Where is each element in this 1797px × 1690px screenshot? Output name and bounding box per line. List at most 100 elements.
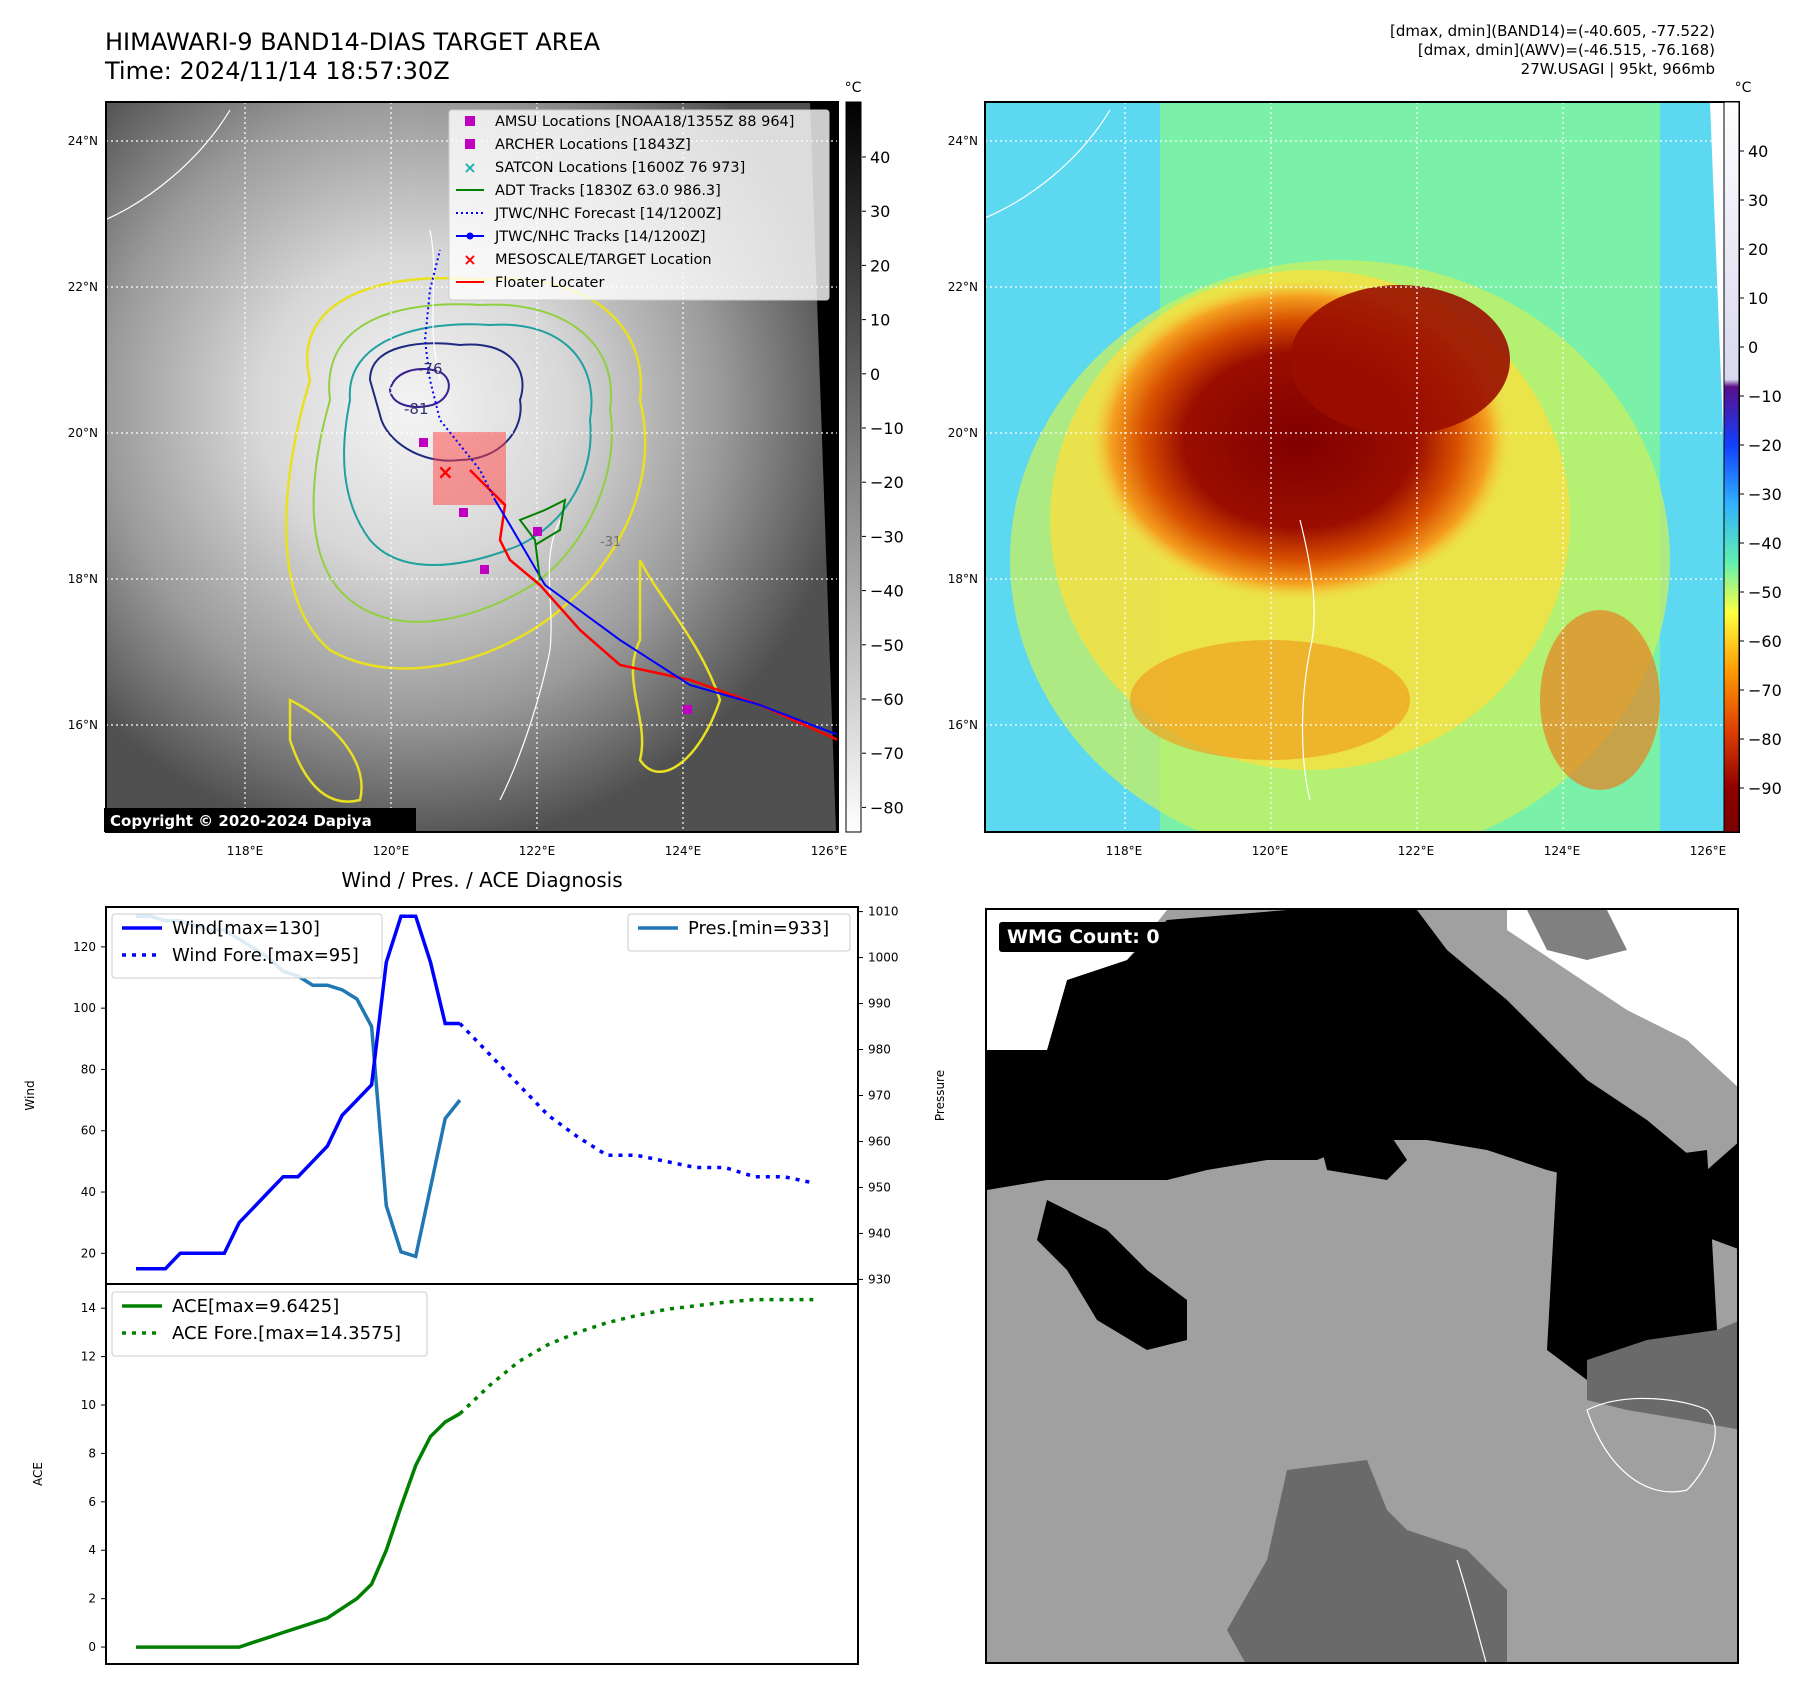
chart-legend-label: Wind[max=130]	[172, 918, 320, 939]
legend-marker-square	[465, 139, 475, 149]
colorbar-tick-label: −20	[1748, 436, 1782, 455]
lat-tick-label: 24°N	[68, 134, 98, 148]
ace-axis-label: ACE	[31, 1462, 45, 1486]
colorbar-tick-label: 20	[870, 256, 890, 275]
awv-map-gridlines	[985, 102, 1739, 832]
lon-tick-label: 120°E	[373, 844, 410, 858]
pressure-axis-label: Pressure	[933, 1070, 947, 1121]
legend-label: AMSU Locations [NOAA18/1355Z 88 964]	[495, 114, 794, 130]
lon-tick-label: 124°E	[665, 844, 702, 858]
lat-tick-label: 22°N	[948, 280, 978, 294]
colorbar-tick-label: −30	[870, 527, 904, 546]
lat-tick-label: 18°N	[948, 572, 978, 586]
colorbar-tick-label: 10	[1748, 289, 1768, 308]
legend-label: ADT Tracks [1830Z 63.0 986.3]	[495, 183, 721, 199]
colorbar-tick-label: −80	[870, 798, 904, 817]
colorbar-tick-label: 20	[1748, 240, 1768, 259]
ace-axis-tick-label: 0	[88, 1640, 96, 1654]
wind-axis-tick-label: 20	[81, 1246, 96, 1260]
legend-marker-x: ×	[463, 158, 476, 177]
chart-legend-label: ACE Fore.[max=14.3575]	[172, 1323, 401, 1344]
lat-tick-label: 20°N	[68, 426, 98, 440]
colorbar-tick-label: −10	[1748, 387, 1782, 406]
lat-tick-label: 16°N	[68, 718, 98, 732]
lon-tick-label: 120°E	[1252, 844, 1289, 858]
wind-axis-label: Wind	[23, 1080, 37, 1110]
wind-axis-tick-label: 100	[73, 1001, 96, 1015]
chart-legend-label: Pres.[min=933]	[688, 918, 829, 939]
ace-axis-tick-label: 4	[88, 1543, 96, 1557]
chart-legend-box	[111, 1291, 428, 1357]
info-line-3: 27W.USAGI | 95kt, 966mb	[1520, 60, 1715, 78]
lon-tick-label: 118°E	[1106, 844, 1143, 858]
pressure-axis-tick-label: 1000	[868, 951, 899, 965]
floater-track	[469, 469, 838, 742]
wmg-image	[987, 910, 1737, 1662]
ace-series-line	[136, 1412, 461, 1649]
awv-colorbar-ticks: 40 30 20 10 0 −10 −20 −30 −40 −50 −60 −70 −80 −90	[1740, 142, 1782, 798]
colorbar-tick-label: 0	[870, 365, 880, 384]
contour-label: -81	[404, 400, 429, 418]
contour-label-group: -76 -81 -31	[404, 360, 621, 550]
colorbar-tick-label: −40	[1748, 534, 1782, 553]
contour-label: -76	[418, 360, 443, 378]
colorbar-tick-label: 30	[1748, 191, 1768, 210]
ace-axis-tick-label: 14	[81, 1301, 96, 1315]
legend-marker-x: ×	[463, 250, 476, 269]
diagnosis-title: Wind / Pres. / ACE Diagnosis	[341, 868, 623, 892]
colorbar-tick-label: 40	[870, 148, 890, 167]
pressure-axis-tick-label: 960	[868, 1134, 891, 1148]
colorbar-tick-label: −90	[1748, 779, 1782, 798]
colorbar-tick-label: 10	[870, 311, 890, 330]
legend-label: JTWC/NHC Forecast [14/1200Z]	[494, 206, 721, 222]
ace-axes	[105, 1283, 859, 1665]
lat-tick-label: 16°N	[948, 718, 978, 732]
wmg-count-label: WMG Count: 0	[999, 922, 1168, 952]
diagnosis-chart: 1201008060402010101000990980970960950940…	[23, 905, 947, 1665]
colorbar-tick-label: −50	[870, 636, 904, 655]
pressure-axis-tick-label: 980	[868, 1043, 891, 1057]
colorbar-tick-label: −10	[870, 419, 904, 438]
colorbar-tick-label: −20	[870, 473, 904, 492]
ace-forecast-series-line	[458, 1297, 814, 1415]
pressure-axis-tick-label: 970	[868, 1089, 891, 1103]
legend-marker-dot	[466, 232, 474, 240]
mesoscale-target-marker: ×	[437, 460, 454, 484]
legend-label: Floater Locater	[495, 275, 604, 291]
ir-colorbar-ticks: 40 30 20 10 0 −10 −20 −30 −40 −50 −60 −70 −80	[862, 148, 904, 817]
storm-info: [dmax, dmin](BAND14)=(-40.605, -77.522) …	[1115, 22, 1715, 79]
pressure-axis-tick-label: 950	[868, 1180, 891, 1194]
legend-label: MESOSCALE/TARGET Location	[495, 252, 712, 268]
colorbar-tick-label: 40	[1748, 142, 1768, 161]
legend-label: ARCHER Locations [1843Z]	[495, 137, 691, 153]
legend-label: JTWC/NHC Tracks [14/1200Z]	[494, 229, 706, 245]
wind-axis-tick-label: 80	[81, 1062, 96, 1076]
lat-tick-label: 18°N	[68, 572, 98, 586]
map-legend: AMSU Locations [NOAA18/1355Z 88 964] ARCH…	[448, 109, 830, 301]
title-line-1: HIMAWARI-9 BAND14-DIAS TARGET AREA	[105, 28, 601, 56]
lat-tick-label: 24°N	[948, 134, 978, 148]
pressure-axis-tick-label: 990	[868, 997, 891, 1011]
chart-legend-box	[627, 913, 851, 952]
ir-colorbar	[845, 101, 862, 833]
ace-axis-tick-label: 12	[81, 1350, 96, 1364]
wmg-panel: WMG Count: 0	[985, 908, 1739, 1664]
lat-tick-label: 22°N	[68, 280, 98, 294]
colorbar-tick-label: 30	[870, 202, 890, 221]
pressure-axis-tick-label: 930	[868, 1272, 891, 1286]
awv-colorbar-unit: °C	[1735, 80, 1752, 96]
awv-map-image	[985, 102, 1739, 832]
wind-axis-tick-label: 120	[73, 940, 96, 954]
chart-legend-label: ACE[max=9.6425]	[172, 1296, 339, 1317]
colorbar-tick-label: −80	[1748, 730, 1782, 749]
wind-series-line	[136, 914, 460, 1271]
jtwc-track	[494, 499, 838, 736]
wind-axis-tick-label: 60	[81, 1124, 96, 1138]
colorbar-tick-label: −30	[1748, 485, 1782, 504]
chart-legend-label: Wind Fore.[max=95]	[172, 945, 359, 966]
pressure-axis-tick-label: 940	[868, 1226, 891, 1240]
adt-track	[518, 498, 567, 581]
legend-marker-square	[465, 116, 475, 126]
colorbar-tick-label: −70	[870, 744, 904, 763]
colorbar-tick-label: −70	[1748, 681, 1782, 700]
